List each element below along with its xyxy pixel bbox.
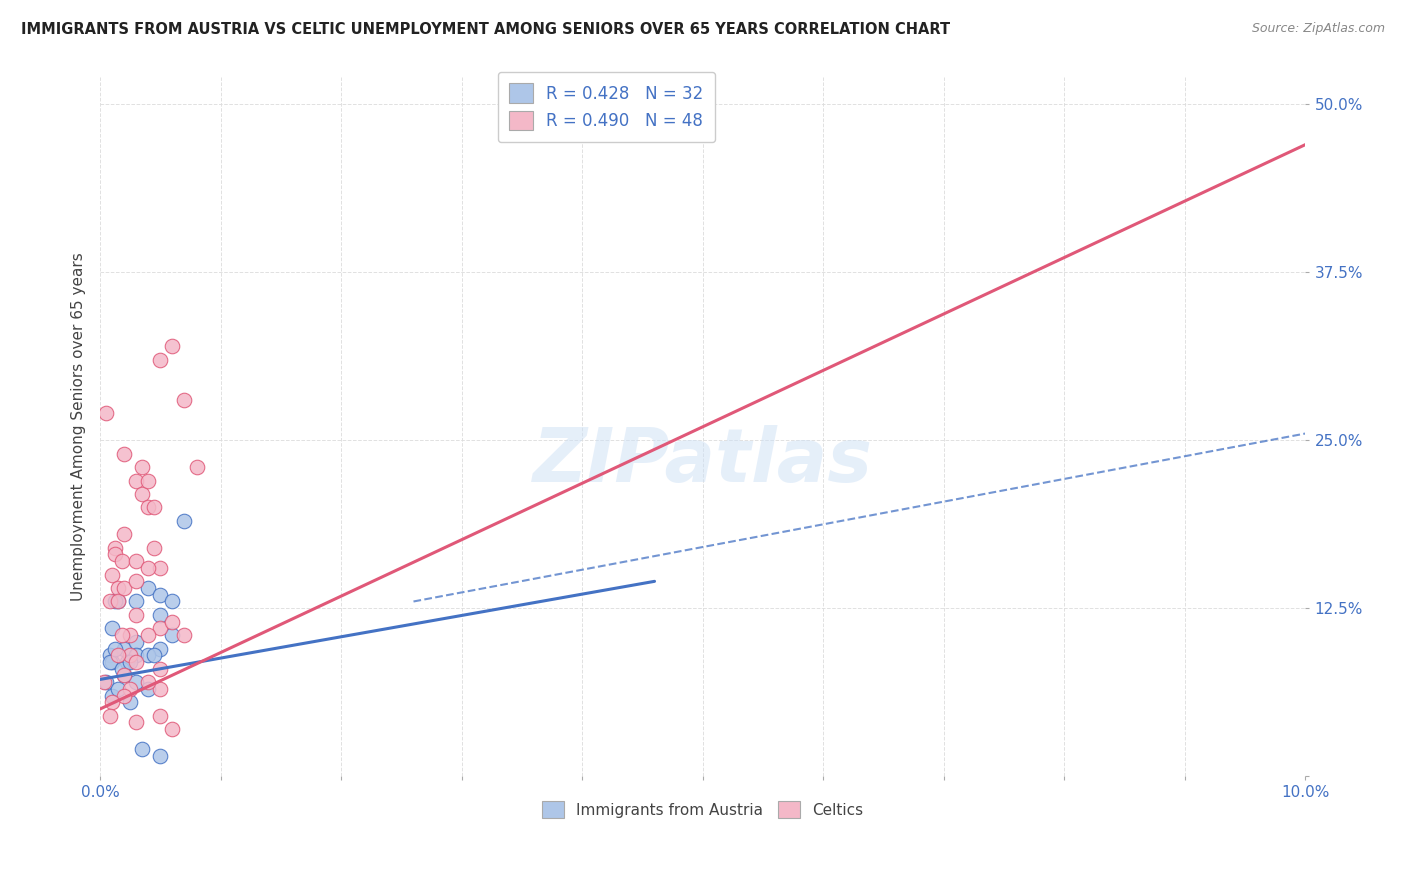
Point — [162, 628, 184, 642]
Point — [138, 675, 160, 690]
Point — [112, 447, 135, 461]
Point — [125, 554, 148, 568]
Point — [120, 695, 142, 709]
Point — [125, 675, 148, 690]
Point — [149, 749, 172, 764]
Point — [173, 514, 195, 528]
Point — [120, 628, 142, 642]
Point — [149, 352, 172, 367]
Point — [138, 474, 160, 488]
Point — [104, 594, 127, 608]
Point — [98, 655, 121, 669]
Point — [125, 607, 148, 622]
Point — [112, 668, 135, 682]
Point — [143, 541, 166, 555]
Point — [101, 655, 124, 669]
Point — [149, 588, 172, 602]
Point — [149, 621, 172, 635]
Point — [138, 628, 160, 642]
Point — [101, 689, 124, 703]
Point — [120, 681, 142, 696]
Point — [107, 594, 129, 608]
Point — [120, 655, 142, 669]
Point — [111, 628, 134, 642]
Point — [101, 567, 124, 582]
Point — [111, 554, 134, 568]
Text: IMMIGRANTS FROM AUSTRIA VS CELTIC UNEMPLOYMENT AMONG SENIORS OVER 65 YEARS CORRE: IMMIGRANTS FROM AUSTRIA VS CELTIC UNEMPL… — [21, 22, 950, 37]
Point — [162, 339, 184, 353]
Point — [125, 594, 148, 608]
Point — [138, 581, 160, 595]
Point — [125, 715, 148, 730]
Point — [149, 708, 172, 723]
Point — [93, 675, 115, 690]
Point — [98, 648, 121, 663]
Point — [138, 648, 160, 663]
Point — [107, 681, 129, 696]
Point — [125, 574, 148, 589]
Point — [120, 648, 142, 663]
Point — [111, 662, 134, 676]
Point — [112, 641, 135, 656]
Legend: Immigrants from Austria, Celtics: Immigrants from Austria, Celtics — [536, 795, 869, 824]
Point — [125, 648, 148, 663]
Point — [112, 527, 135, 541]
Point — [138, 561, 160, 575]
Point — [112, 689, 135, 703]
Point — [125, 635, 148, 649]
Point — [107, 581, 129, 595]
Point — [104, 541, 127, 555]
Point — [131, 460, 153, 475]
Point — [107, 648, 129, 663]
Point — [143, 500, 166, 515]
Point — [138, 681, 160, 696]
Point — [173, 392, 195, 407]
Point — [149, 561, 172, 575]
Point — [98, 708, 121, 723]
Point — [115, 655, 138, 669]
Point — [149, 662, 172, 676]
Point — [149, 641, 172, 656]
Point — [125, 655, 148, 669]
Point — [131, 742, 153, 756]
Text: ZIPatlas: ZIPatlas — [533, 425, 873, 499]
Point — [96, 406, 118, 420]
Point — [162, 615, 184, 629]
Point — [131, 487, 153, 501]
Point — [149, 681, 172, 696]
Text: Source: ZipAtlas.com: Source: ZipAtlas.com — [1251, 22, 1385, 36]
Point — [149, 607, 172, 622]
Point — [162, 594, 184, 608]
Point — [101, 695, 124, 709]
Point — [143, 648, 166, 663]
Point — [173, 628, 195, 642]
Y-axis label: Unemployment Among Seniors over 65 years: Unemployment Among Seniors over 65 years — [72, 252, 86, 601]
Point — [98, 594, 121, 608]
Point — [186, 460, 208, 475]
Point — [104, 548, 127, 562]
Point — [107, 594, 129, 608]
Point — [101, 621, 124, 635]
Point — [96, 675, 118, 690]
Point — [104, 641, 127, 656]
Point — [125, 474, 148, 488]
Point — [112, 668, 135, 682]
Point — [162, 722, 184, 736]
Point — [112, 581, 135, 595]
Point — [138, 500, 160, 515]
